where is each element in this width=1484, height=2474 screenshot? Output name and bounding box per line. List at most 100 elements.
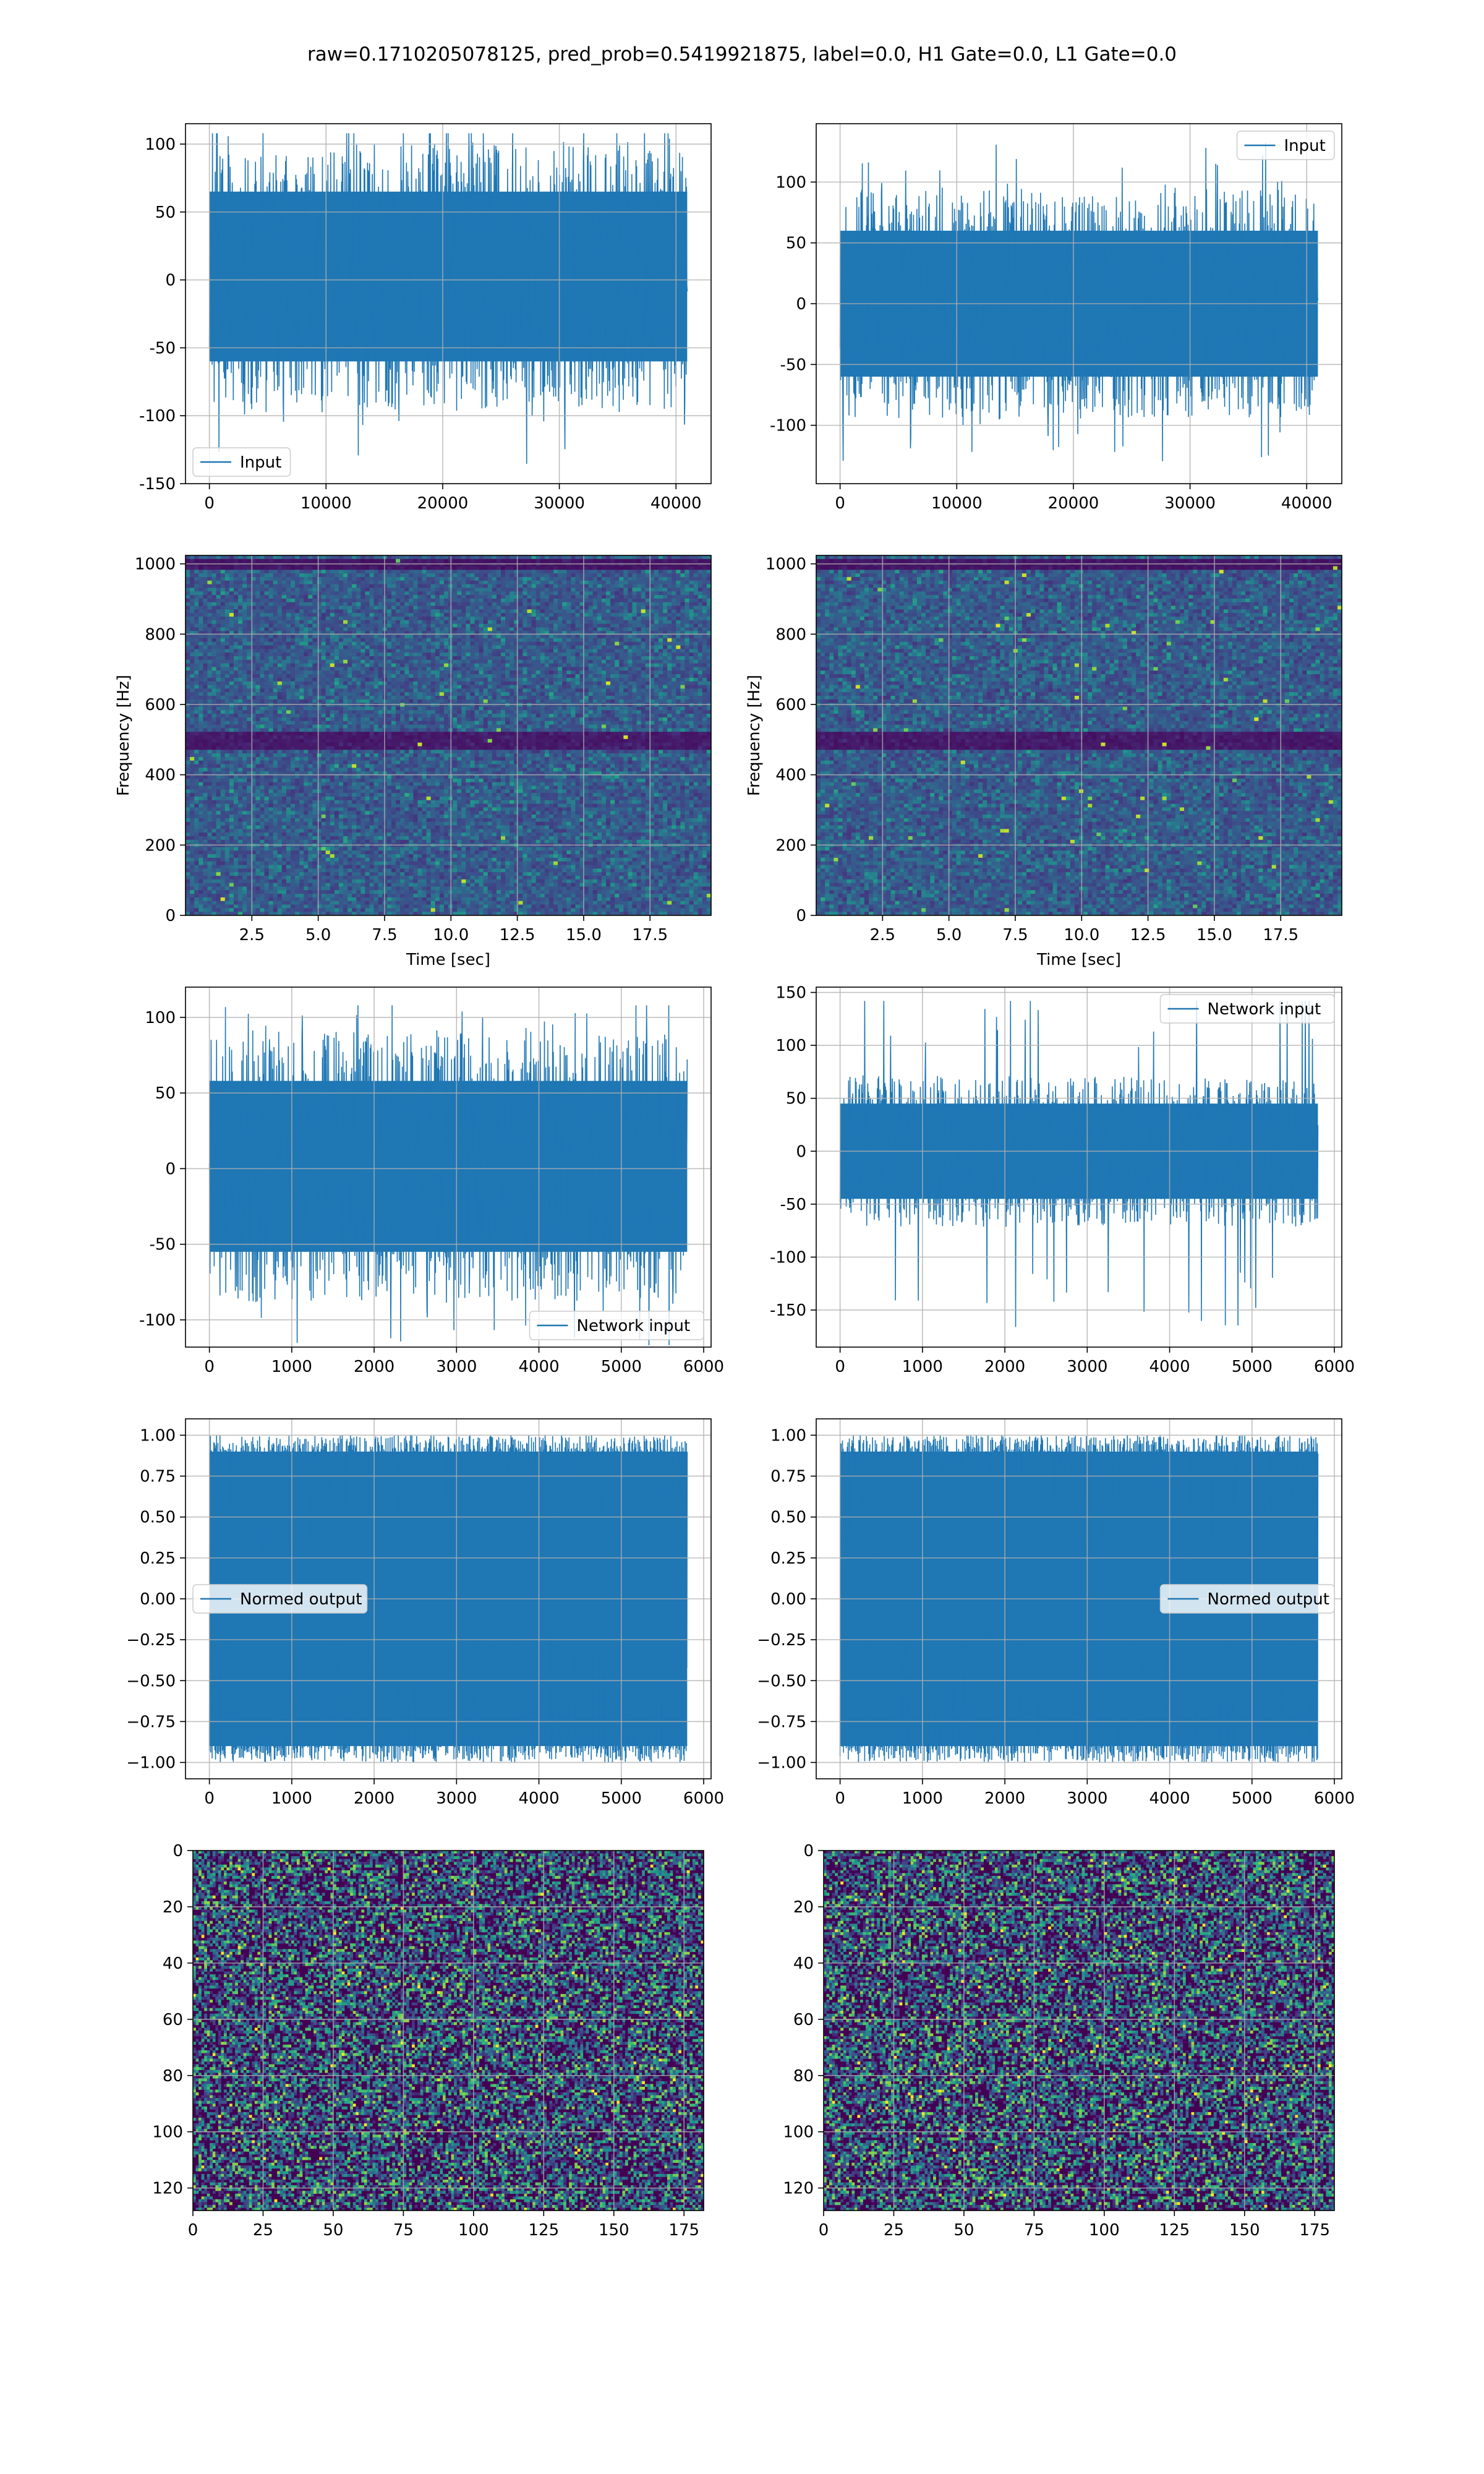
- x-tick-label: 1000: [902, 1358, 943, 1376]
- x-tick-label: 20000: [417, 494, 469, 513]
- x-tick-label: 0: [204, 1789, 215, 1808]
- legend-label: Normed output: [1208, 1590, 1329, 1609]
- chart-spectrogram-h1: 2.5 5.0 7.5 10.0 12.5 15.0 17.5 0 200 400 600 800 10…: [114, 555, 712, 969]
- y-tick-label: 0.00: [140, 1590, 176, 1609]
- y-tick-label: 0: [803, 1842, 814, 1860]
- y-tick-label: 20: [793, 1898, 814, 1917]
- x-tick-label: 5000: [1232, 1358, 1273, 1376]
- x-tick-label: 0: [835, 1789, 845, 1808]
- y-axis-label: Frequency [Hz]: [745, 675, 764, 796]
- plot-area: [186, 555, 711, 915]
- y-tick-label: 600: [145, 696, 176, 714]
- x-tick-label: 175: [668, 2221, 699, 2240]
- x-tick-label: 40000: [1281, 494, 1333, 513]
- x-tick-label: 4000: [518, 1358, 559, 1376]
- chart-network-input-l1: 0 1000 2000 3000 4000 5000 6000 -150 -100 -50 0 50 1…: [770, 984, 1355, 1376]
- x-axis-label: Time [sec]: [406, 951, 490, 969]
- series-line: [839, 1001, 1319, 1327]
- y-tick-label: -100: [139, 1311, 176, 1330]
- chart-input-h1: 0 10000 20000 30000 40000 -150 -100 -50 0 50 100 In…: [139, 123, 712, 513]
- series-line: [208, 1005, 688, 1346]
- x-tick-label: 3000: [436, 1358, 477, 1376]
- y-tick-label: 60: [793, 2011, 814, 2029]
- x-tick-label: 5.0: [936, 926, 962, 944]
- series-line: [208, 133, 688, 464]
- y-tick-label: 1.00: [770, 1426, 806, 1445]
- x-tick-label: 17.5: [632, 926, 668, 944]
- x-tick-label: 2000: [984, 1789, 1025, 1808]
- x-tick-label: 2000: [354, 1789, 394, 1808]
- x-tick-label: 10.0: [433, 926, 469, 944]
- x-tick-label: 2000: [984, 1358, 1025, 1376]
- chart-spectrogram-l1: 2.5 5.0 7.5 10.0 12.5 15.0 17.5 0 200 400 600 800 10…: [745, 555, 1342, 969]
- plot-area: [816, 124, 1342, 484]
- chart-matrix-l1: 0 25 50 75 100 125 150 175 0 20 40 60 80 100 120: [783, 1842, 1335, 2240]
- y-tick-label: 150: [775, 984, 806, 1003]
- y-tick-label: 200: [775, 836, 806, 855]
- y-tick-label: −1.00: [126, 1754, 176, 1773]
- legend-label: Input: [240, 453, 281, 472]
- y-tick-label: -100: [770, 1249, 806, 1267]
- x-tick-label: 10.0: [1064, 926, 1099, 944]
- plot-area: [816, 987, 1342, 1347]
- y-tick-label: -50: [150, 339, 176, 357]
- x-tick-label: 20000: [1048, 494, 1099, 513]
- x-tick-label: 5000: [601, 1789, 642, 1808]
- legend: Network input: [529, 1311, 704, 1340]
- legend: Network input: [1159, 994, 1335, 1024]
- axes-frame: [185, 987, 712, 1348]
- x-tick-label: 12.5: [500, 926, 535, 944]
- y-tick-label: 1000: [135, 555, 176, 574]
- y-tick-label: 100: [152, 2123, 183, 2142]
- chart-normed-output-l1: 0 1000 2000 3000 4000 5000 6000 −1.00 −0.75 −0.50…: [757, 1418, 1355, 1808]
- x-tick-label: 25: [884, 2221, 904, 2240]
- plot-area: [816, 555, 1342, 915]
- axes-frame: [185, 555, 712, 916]
- x-tick-label: 125: [528, 2221, 559, 2240]
- y-tick-label: -100: [770, 417, 806, 435]
- y-tick-label: 1000: [765, 555, 806, 574]
- x-tick-label: 1000: [271, 1789, 312, 1808]
- y-tick-label: −0.75: [126, 1713, 176, 1731]
- x-tick-label: 7.5: [1002, 926, 1028, 944]
- y-tick-label: -150: [770, 1301, 806, 1320]
- axes-frame: [816, 555, 1342, 916]
- x-tick-label: 150: [1229, 2221, 1260, 2240]
- legend-label: Normed output: [240, 1590, 362, 1609]
- y-tick-label: 1.00: [140, 1426, 176, 1445]
- y-tick-label: 50: [155, 1084, 176, 1103]
- legend: Normed output: [192, 1584, 368, 1614]
- chart-input-l1: 0 10000 20000 30000 40000 -100 -50 0 50 100 Input: [770, 123, 1342, 513]
- y-tick-label: 0: [165, 272, 176, 290]
- y-tick-label: −0.25: [757, 1631, 806, 1650]
- x-tick-label: 50: [953, 2221, 974, 2240]
- y-tick-label: 50: [155, 203, 176, 222]
- y-tick-label: -100: [139, 407, 176, 426]
- legend: Input: [1236, 131, 1335, 160]
- y-tick-label: −1.00: [757, 1754, 806, 1773]
- x-tick-label: 3000: [436, 1789, 477, 1808]
- legend-box: [192, 447, 291, 477]
- x-tick-label: 0: [819, 2221, 829, 2240]
- y-tick-label: 40: [163, 1954, 183, 1973]
- y-tick-label: 800: [775, 625, 806, 644]
- y-tick-label: 400: [775, 766, 806, 785]
- x-tick-label: 3000: [1067, 1789, 1107, 1808]
- y-tick-label: 200: [145, 836, 176, 855]
- y-tick-label: 50: [786, 1090, 806, 1108]
- legend-label: Network input: [1208, 1000, 1321, 1019]
- legend-box: [1159, 1584, 1335, 1614]
- chart-normed-output-h1: 0 1000 2000 3000 4000 5000 6000 −1.00 −0.75 −0.50…: [126, 1418, 724, 1808]
- y-tick-label: 0: [796, 907, 806, 925]
- plot-area: [186, 987, 711, 1347]
- x-tick-label: 0: [204, 1358, 215, 1376]
- axes-frame: [192, 1850, 704, 2211]
- x-tick-label: 50: [323, 2221, 343, 2240]
- x-tick-label: 75: [393, 2221, 414, 2240]
- axes-frame: [185, 123, 712, 484]
- x-tick-label: 75: [1024, 2221, 1044, 2240]
- series-line: [208, 1435, 688, 1763]
- x-tick-label: 6000: [1314, 1358, 1355, 1376]
